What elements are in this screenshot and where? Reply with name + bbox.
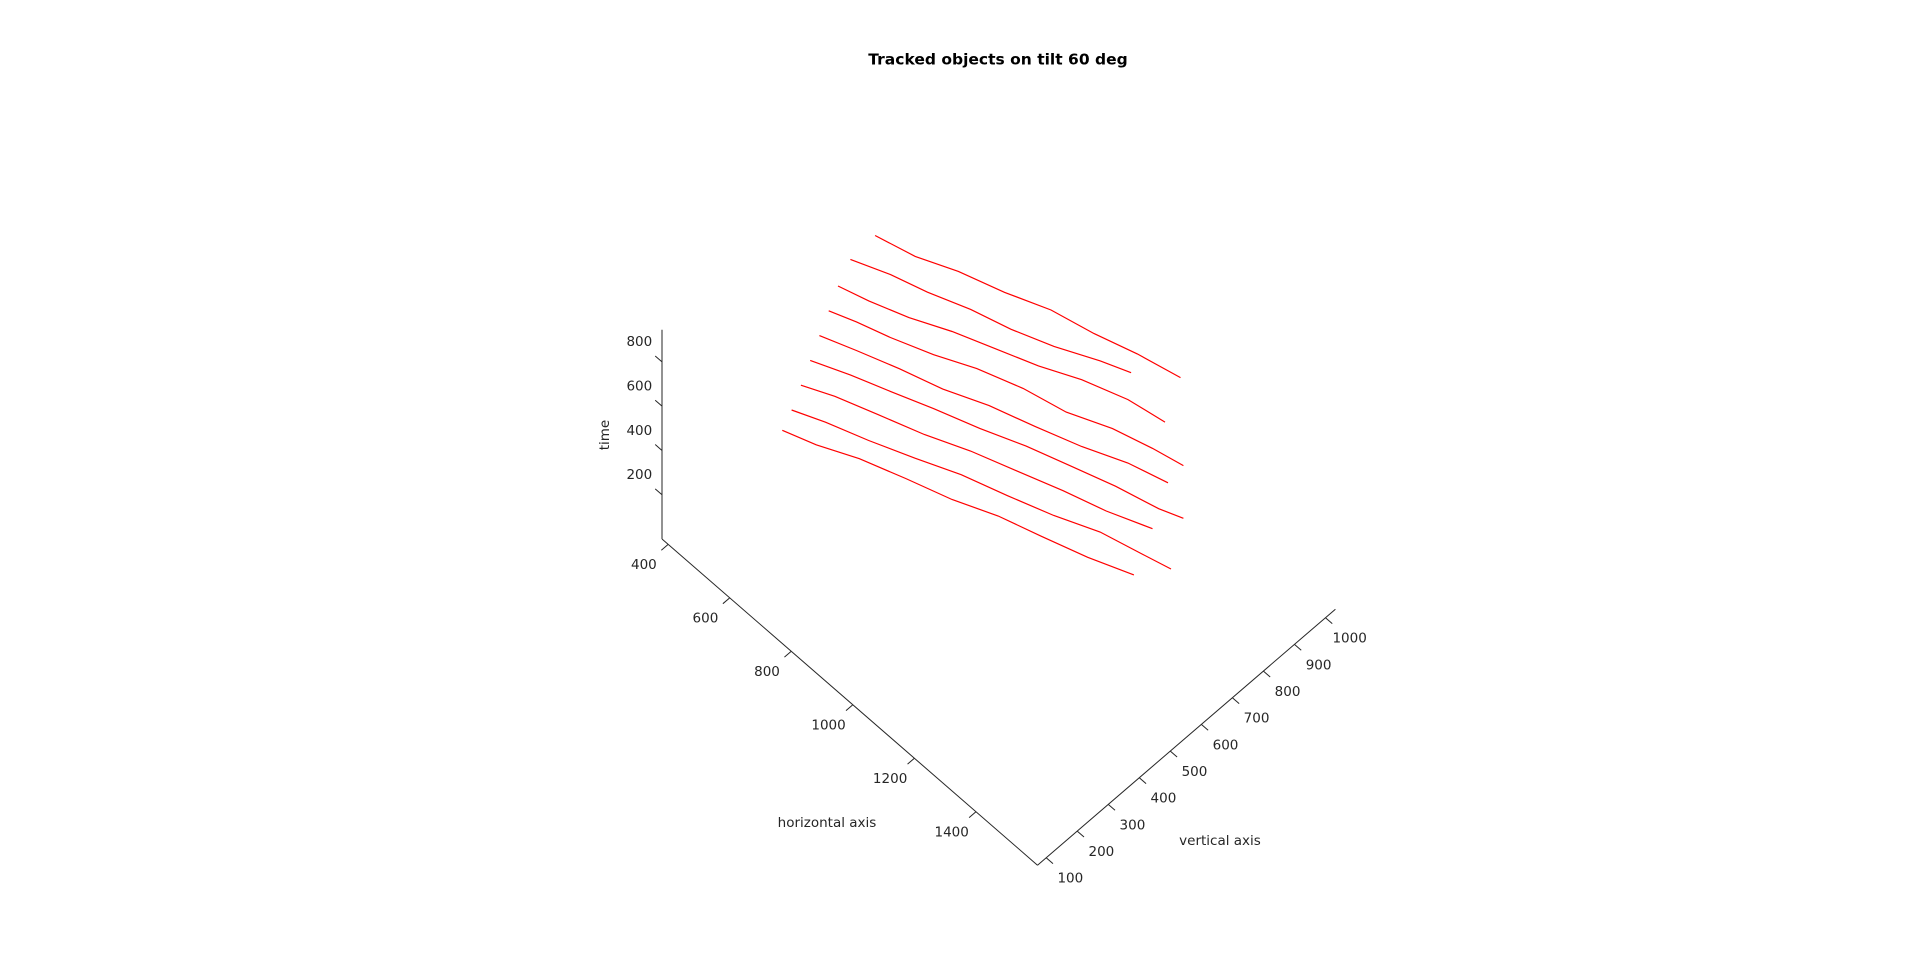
x-tick bbox=[722, 597, 731, 605]
x-tick-label: 600 bbox=[693, 611, 719, 627]
track bbox=[791, 409, 1172, 570]
y-tick-label: 800 bbox=[1275, 684, 1301, 700]
z-tick-label: 800 bbox=[626, 334, 652, 350]
z-tick-label: 600 bbox=[626, 379, 652, 395]
y-tick bbox=[1294, 644, 1302, 651]
z-tick bbox=[654, 488, 663, 496]
z-tick-label: 400 bbox=[626, 423, 652, 439]
chart-title: Tracked objects on tilt 60 deg bbox=[868, 51, 1127, 69]
y-tick-label: 500 bbox=[1182, 764, 1208, 780]
track bbox=[809, 359, 1184, 519]
track bbox=[819, 335, 1169, 484]
y-tick bbox=[1325, 617, 1333, 625]
track bbox=[828, 310, 1184, 467]
y-tick-label: 600 bbox=[1213, 737, 1239, 753]
x-tick-label: 1400 bbox=[934, 825, 968, 841]
y-tick-label: 100 bbox=[1057, 871, 1083, 887]
track bbox=[782, 429, 1135, 576]
y-tick bbox=[1076, 830, 1085, 838]
x-tick bbox=[907, 757, 915, 765]
z-axis-label: time bbox=[597, 420, 613, 451]
z-tick bbox=[654, 444, 663, 451]
x-axis bbox=[661, 538, 1038, 866]
x-tick-label: 800 bbox=[754, 664, 780, 680]
y-tick bbox=[1263, 670, 1271, 678]
x-tick bbox=[661, 543, 669, 551]
x-tick bbox=[968, 811, 977, 818]
y-tick bbox=[1107, 804, 1116, 811]
x-tick bbox=[845, 704, 854, 712]
z-tick bbox=[654, 355, 663, 363]
track bbox=[800, 384, 1153, 530]
z-tick bbox=[654, 399, 663, 407]
y-axis bbox=[1037, 608, 1336, 866]
x-tick bbox=[784, 650, 792, 658]
x-tick-label: 1000 bbox=[811, 718, 845, 734]
y-tick bbox=[1232, 697, 1240, 705]
track bbox=[837, 285, 1166, 423]
y-tick bbox=[1138, 777, 1147, 785]
track bbox=[850, 258, 1132, 374]
y-tick bbox=[1169, 750, 1178, 758]
z-tick-label: 200 bbox=[626, 467, 652, 483]
y-tick-label: 700 bbox=[1244, 711, 1270, 727]
y-tick-label: 900 bbox=[1306, 657, 1332, 673]
track bbox=[874, 234, 1181, 379]
x-axis-label: horizontal axis bbox=[778, 815, 877, 831]
y-tick bbox=[1045, 857, 1054, 865]
y-tick-label: 300 bbox=[1120, 817, 1146, 833]
y-axis-label: vertical axis bbox=[1179, 833, 1261, 849]
y-tick-label: 200 bbox=[1088, 844, 1114, 860]
y-tick bbox=[1201, 724, 1209, 731]
y-tick-label: 1000 bbox=[1332, 631, 1366, 647]
y-tick-label: 400 bbox=[1151, 791, 1177, 807]
x-tick-label: 1200 bbox=[873, 771, 907, 787]
x-tick-label: 400 bbox=[631, 557, 657, 573]
